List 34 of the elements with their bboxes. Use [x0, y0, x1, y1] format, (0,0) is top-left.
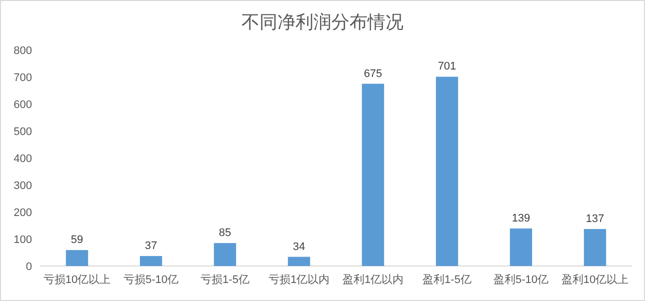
data-label: 701	[438, 60, 456, 73]
chart-title: 不同净利润分布情况	[242, 12, 404, 32]
bar	[362, 84, 384, 266]
y-tick-label: 400	[14, 153, 32, 165]
bar	[66, 250, 88, 266]
y-tick-label: 700	[14, 72, 32, 84]
data-label: 34	[292, 240, 306, 253]
data-label: 137	[586, 213, 604, 226]
data-label: 85	[218, 227, 232, 240]
x-tick-label: 盈利1亿以内	[342, 273, 404, 286]
x-tick-label: 亏损5-10亿	[123, 274, 179, 286]
bar	[214, 243, 236, 266]
data-label: 37	[144, 240, 158, 252]
data-label: 675	[364, 68, 382, 80]
x-tick-label: 盈利1-5亿	[422, 273, 472, 286]
y-tick-label: 600	[14, 99, 32, 111]
bar	[584, 229, 606, 266]
x-tick-label: 亏损10亿以上	[43, 273, 111, 286]
x-tick-label: 亏损1亿以内	[268, 273, 330, 286]
y-tick-label: 200	[14, 207, 32, 219]
y-tick-label: 800	[14, 45, 32, 57]
bar	[288, 256, 310, 266]
bar	[510, 228, 532, 266]
bar	[436, 76, 458, 266]
x-tick-label: 盈利10亿以上	[561, 273, 629, 286]
y-tick-label: 500	[14, 126, 32, 138]
data-label: 139	[512, 212, 530, 224]
x-tick-label: 亏损1-5亿	[200, 274, 250, 286]
y-tick-label: 0	[26, 261, 32, 273]
data-label: 59	[70, 234, 84, 246]
y-tick-label: 300	[14, 180, 32, 192]
bar	[140, 256, 162, 266]
x-tick-label: 盈利5-10亿	[493, 273, 549, 286]
y-tick-label: 100	[14, 234, 32, 246]
